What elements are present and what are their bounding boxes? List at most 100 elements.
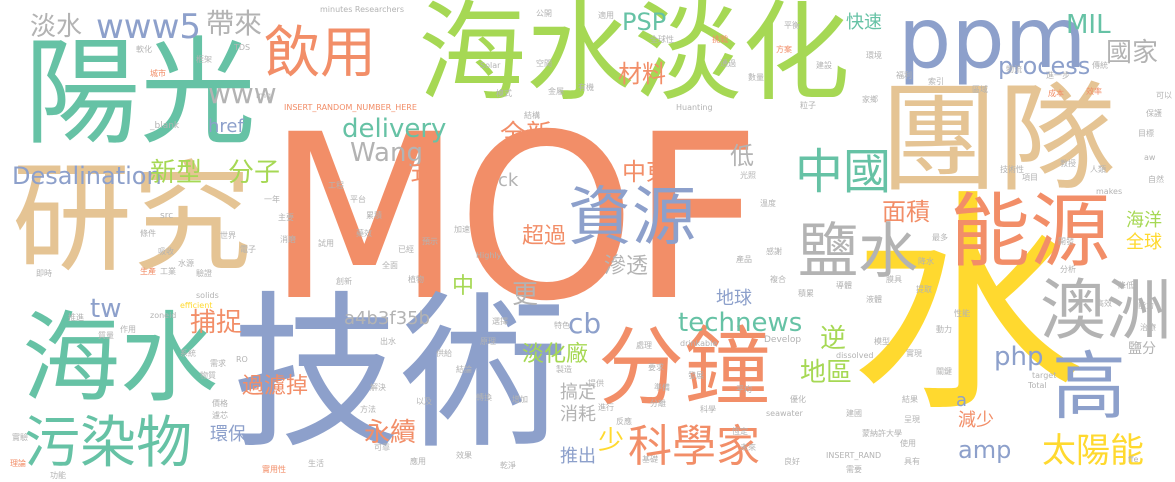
word-cailiao: 材料 bbox=[618, 60, 666, 88]
word-pinghao: 平衡 bbox=[784, 21, 800, 30]
word-www: www bbox=[208, 77, 277, 110]
word-kekao: 可靠 bbox=[374, 443, 390, 452]
word-tuichu: 推出 bbox=[560, 446, 596, 467]
word-moju: 膜具 bbox=[886, 275, 902, 284]
word-gongneng: 功能 bbox=[50, 471, 66, 480]
word-amp: amp bbox=[958, 436, 1012, 464]
word-yanfen: 鹽分 bbox=[1128, 341, 1156, 357]
word-wendu: 溫度 bbox=[760, 199, 776, 208]
word-suoyin: 索引 bbox=[928, 77, 944, 86]
word-yanzheng: 驗證 bbox=[196, 269, 212, 278]
word-haishui: 海水 bbox=[22, 302, 219, 416]
word-xuqiu: 需求 bbox=[210, 359, 226, 368]
word-chaoguo: 超過 bbox=[522, 224, 567, 249]
word-wuliu: 物流 bbox=[1006, 65, 1022, 74]
word-youji: 有機 bbox=[578, 83, 594, 92]
word-juyou: 具有 bbox=[904, 457, 920, 466]
word-efficient: efficient bbox=[180, 301, 213, 310]
word-tiqu: 提取 bbox=[916, 285, 932, 294]
word-shuiyuan: 水源 bbox=[178, 259, 194, 268]
word-lvxin: 濾芯 bbox=[212, 411, 228, 420]
word-guolvdiao: 過濾掉 bbox=[242, 374, 309, 399]
word-xuanze: 選擇 bbox=[492, 317, 508, 326]
word-xiaohao: 消耗 bbox=[560, 404, 596, 425]
word-kuaisu: 快速 bbox=[846, 12, 882, 33]
word-gongji: 供給 bbox=[436, 349, 452, 358]
word-solar: Solar bbox=[480, 61, 501, 70]
word-shiyongxing: 實用性 bbox=[262, 465, 286, 474]
word-tiaozhan: 挑戰 bbox=[712, 35, 728, 44]
word-yanjiu: 研究 bbox=[12, 150, 252, 289]
word-yushi: 預示 bbox=[422, 237, 438, 246]
word-mubiao: 目標 bbox=[1138, 129, 1154, 138]
word-insert-random: INSERT_RANDOM_NUMBER_HERE bbox=[284, 103, 417, 112]
word-fazhan: 發展 bbox=[688, 371, 704, 380]
word-solids: solids bbox=[196, 291, 219, 300]
word-tongguo: 通過 bbox=[720, 59, 736, 68]
word-jinxing: 進行 bbox=[598, 403, 614, 412]
word-yongxu: 永續 bbox=[364, 418, 417, 448]
word-zuiduo: 最多 bbox=[932, 233, 948, 242]
word-lianghao: 良好 bbox=[784, 457, 800, 466]
word-xuyao: 需要 bbox=[846, 465, 862, 474]
word-xiaoguo: 效果 bbox=[456, 451, 472, 460]
word-xiaolv: 效率 bbox=[1086, 87, 1102, 96]
word-tiaojian: 條件 bbox=[140, 229, 156, 238]
word-daoti: 導體 bbox=[836, 281, 852, 290]
word-yaoxiao: 藥效 bbox=[356, 229, 372, 238]
word-zhiliao: 治療 bbox=[1140, 323, 1156, 332]
word-tuijin: 推進 bbox=[68, 313, 84, 322]
word-ganxie: 感謝 bbox=[766, 247, 782, 256]
word-jinshu: 金屬 bbox=[548, 87, 564, 96]
word-kexue: 科學 bbox=[700, 405, 716, 414]
word-nengli: 能力 bbox=[1138, 301, 1154, 310]
word-lizi: 粒子 bbox=[800, 101, 816, 110]
word-chanpin: 產品 bbox=[736, 255, 752, 264]
word-zhiliang: 質量 bbox=[98, 331, 114, 340]
word-mof: MOF bbox=[266, 85, 761, 351]
word-jiaoshou: 教授 bbox=[1060, 159, 1076, 168]
word-quanqiuxing: 全球性 bbox=[650, 35, 674, 44]
word-src: src bbox=[160, 211, 174, 221]
word-dissolved: dissolved bbox=[836, 351, 874, 360]
word-ffe: ffe bbox=[1128, 455, 1139, 464]
word-di: 低 bbox=[730, 142, 754, 170]
word-tw: tw bbox=[90, 294, 122, 324]
word-shiyong2: 使用 bbox=[900, 439, 916, 448]
word-shijie: 世界 bbox=[220, 231, 236, 240]
word-xiaomo: 消磨 bbox=[280, 235, 296, 244]
word-develop: Develop bbox=[764, 335, 802, 345]
word-blank: _blank bbox=[150, 121, 180, 131]
word-ck: ck bbox=[498, 170, 519, 191]
word-tigong: 提供 bbox=[588, 379, 604, 388]
word-leiji: 累積 bbox=[366, 211, 382, 220]
word-kongjian: 空間 bbox=[536, 59, 552, 68]
word-zhongguo: 中國 bbox=[795, 144, 892, 200]
word-haiyang: 海洋 bbox=[1126, 210, 1162, 231]
word-ziyuan: 資源 bbox=[568, 181, 696, 255]
word-kuangjia: 框架 bbox=[196, 55, 212, 64]
word-zengjia: 增加 bbox=[512, 395, 528, 404]
word-shenghuo: 生活 bbox=[308, 459, 324, 468]
word-shuliang: 數量 bbox=[748, 73, 764, 82]
word-seawater: seawater bbox=[766, 409, 803, 418]
word-wuranwu: 污染物 bbox=[24, 411, 192, 476]
word-jishi: 即時 bbox=[36, 269, 52, 278]
word-jinyi: 進一步 bbox=[1046, 71, 1070, 80]
word-fenzhong: 分鐘 bbox=[598, 318, 770, 418]
word-diqiu: 地球 bbox=[716, 288, 752, 309]
word-chengshi: 城市 bbox=[150, 69, 166, 78]
word-jiangshui: 降水 bbox=[918, 257, 934, 266]
word-yaoqiu: 要求 bbox=[648, 363, 664, 372]
word-fanying: 反應 bbox=[616, 417, 632, 426]
word-gengduo: 更 bbox=[512, 280, 539, 310]
word-chuangxin: 創新 bbox=[336, 277, 352, 286]
word-quanxin: 全新 bbox=[500, 120, 553, 150]
word-quanmian: 全面 bbox=[382, 261, 398, 270]
word-jielun: 結論 bbox=[456, 365, 472, 374]
word-yeti: 液體 bbox=[866, 295, 882, 304]
word-gaoding: 搞定 bbox=[560, 382, 596, 403]
word-tuandui: 團隊 bbox=[880, 70, 1117, 208]
word-gaoxiao: 高效 bbox=[1096, 299, 1112, 308]
